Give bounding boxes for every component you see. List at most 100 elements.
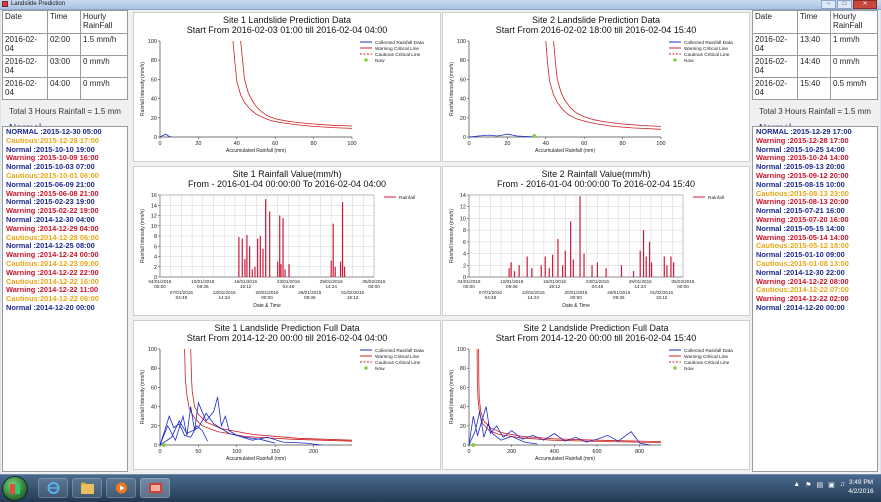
rainfall-bar [269, 211, 271, 277]
x-tick-label: 10/01/2016 [500, 279, 523, 284]
history-item[interactable]: Normal :2014-12-20 00:00 [756, 302, 845, 312]
site1-full-chart: 0 20 40 60 80 100 Rainfall Intensity (mm/h) 0 50… [140, 347, 424, 462]
y-tick-label: 20 [151, 116, 157, 122]
history-item[interactable]: NORMAL :2015-12-29 17:00 [756, 127, 852, 136]
taskbar-media-button[interactable] [106, 478, 136, 498]
x-tick-label: 20/01/2016 [565, 290, 588, 295]
taskbar-explorer-button[interactable] [72, 478, 102, 498]
legend-marker [673, 58, 677, 62]
legend-label: Warning Critical Line [684, 46, 728, 52]
history-item[interactable]: Normal :2015-10-10 19:00 [6, 144, 95, 154]
history-item[interactable]: Warning :2014-12-22 08:00 [756, 276, 849, 286]
history-item[interactable]: Cautious:2015-08-13 23:00 [756, 188, 849, 198]
network-icon[interactable]: ▤ [816, 482, 824, 489]
y-axis-label: Rainfall Intensity (mm/h) [140, 370, 146, 424]
rainfall-bar [508, 268, 510, 277]
y-tick-label: 12 [151, 214, 157, 220]
x-axis-label: Date & Time [562, 303, 590, 309]
x-tick-label: 20/01/2016 [256, 290, 279, 295]
history-item[interactable]: Cautious:2014-12-28 06:00 [6, 232, 99, 242]
history-item[interactable]: Normal :2015-02-23 19:00 [6, 197, 95, 207]
y-tick-label: 20 [460, 116, 466, 122]
rainfall-bar [544, 256, 546, 277]
history-item[interactable]: Warning :2014-12-22 02:00 [756, 294, 849, 304]
history-item[interactable]: Warning :2014-12-29 04:00 [6, 223, 99, 233]
history-item[interactable]: Warning :2014-12-22 11:00 [6, 285, 99, 295]
history-item[interactable]: Normal :2015-01-10 09:00 [756, 250, 845, 260]
y-tick-label: 8 [154, 234, 157, 240]
rainfall-bar [632, 271, 635, 277]
flag-icon[interactable]: ⚑ [805, 482, 812, 489]
history-item[interactable]: Cautious:2015-10-01 06:00 [6, 170, 99, 180]
history-item[interactable]: Normal :2014-12-30 22:00 [756, 267, 845, 277]
minimize-button[interactable]: − [821, 0, 836, 9]
history-item[interactable]: Normal :2014-12-25 08:00 [6, 241, 95, 251]
history-item[interactable]: Warning :2015-07-20 16:00 [756, 214, 849, 224]
history-item[interactable]: Normal :2014-12-30 04:00 [6, 214, 95, 224]
site2-total-rainfall: Total 3 Hours Rainfall = 1.5 mm [759, 107, 871, 116]
series-line [159, 133, 172, 138]
history-item[interactable]: Cautious:2014-12-22 16:00 [6, 276, 99, 286]
taskbar-landslide-button[interactable] [140, 478, 170, 498]
history-item[interactable]: Cautious:2014-12-22 07:00 [756, 285, 849, 295]
rainfall-bar [620, 265, 623, 277]
history-item[interactable]: Cautious:2014-12-23 09:00 [6, 258, 99, 268]
history-item[interactable]: Normal :2015-06-09 21:00 [6, 179, 95, 189]
x-tick-label: 04/01/2016 [149, 279, 172, 284]
x-tick-label: 100 [347, 141, 356, 147]
table-row: 2016-02-04 14:40 0 mm/h [752, 55, 878, 78]
history-item[interactable]: Warning :2015-06-08 21:00 [6, 188, 99, 198]
site1-rainfall-table: Date Time Hourly RainFall 2016-02-04 02:… [2, 10, 128, 100]
table-header-row: Date Time Hourly RainFall [752, 10, 878, 34]
history-item[interactable]: Warning :2015-10-24 14:00 [756, 153, 849, 163]
header-date: Date [752, 10, 798, 34]
site2-history-list[interactable]: NORMAL :2015-12-29 17:00 Warning :2015-12… [752, 126, 878, 472]
history-item[interactable]: Normal :2015-07-21 16:00 [756, 206, 845, 216]
history-item[interactable]: Cautious:2015-01-08 13:00 [756, 258, 849, 268]
history-item[interactable]: Normal :2014-12-20 00:00 [6, 302, 95, 312]
cell-date: 2016-02-04 [2, 33, 48, 56]
x-tick-label: 01/02/2016 [341, 290, 364, 295]
volume-icon[interactable]: ♫ [839, 481, 845, 488]
history-item[interactable]: Warning :2015-10-09 16:00 [6, 153, 99, 163]
history-item[interactable]: Cautious:2014-12-22 06:00 [6, 294, 99, 304]
history-item[interactable]: Warning :2015-05-14 14:00 [756, 232, 849, 242]
history-item[interactable]: NORMAL :2015-12-30 05:00 [6, 127, 102, 136]
cell-date: 2016-02-04 [752, 77, 798, 100]
cell-time: 15:40 [797, 77, 831, 100]
start-button[interactable] [2, 476, 28, 501]
history-item[interactable]: Cautious:2015-05-12 18:00 [756, 241, 849, 251]
y-axis-label: Rainfall Intensity (mm/h) [449, 62, 455, 116]
rainfall-bar [254, 266, 256, 277]
y-tick-label: 2 [154, 265, 157, 271]
history-item[interactable]: Warning :2014-12-24 00:00 [6, 250, 99, 260]
x-tick-label: 200 [309, 449, 318, 455]
rainfall-bar [526, 256, 528, 277]
legend-label: Now [375, 366, 385, 372]
site1-history-list[interactable]: NORMAL :2015-12-30 05:00 Cautious:2015-12… [2, 126, 128, 472]
history-item[interactable]: Warning :2014-12-22 22:00 [6, 267, 99, 277]
rainfall-bar [639, 250, 641, 277]
history-item[interactable]: Warning :2015-02-22 19:00 [6, 206, 99, 216]
history-item[interactable]: Warning :2015-12-28 17:00 [756, 135, 849, 145]
history-item[interactable]: Cautious:2015-12-28 17:00 [6, 135, 99, 145]
history-item[interactable]: Normal :2015-10-25 14:00 [756, 144, 845, 154]
history-item[interactable]: Normal :2015-05-15 14:00 [756, 223, 845, 233]
maximize-button[interactable]: □ [837, 0, 852, 9]
history-item[interactable]: Normal :2015-09-13 20:00 [756, 162, 845, 172]
rainfall-bar [666, 265, 668, 277]
y-axis-label: Rainfall Intensity (mm/h) [449, 209, 455, 263]
history-item[interactable]: Normal :2015-10-03 07:00 [6, 162, 95, 172]
history-item[interactable]: Warning :2015-09-12 20:00 [756, 170, 849, 180]
series-line [478, 348, 662, 442]
monitor-icon[interactable]: ▣ [828, 482, 835, 489]
x-tick-label: 04:48 [283, 284, 295, 289]
tray-arrow-icon[interactable]: ▲ [793, 481, 801, 488]
taskbar-ie-button[interactable] [38, 478, 68, 498]
history-item[interactable]: Warning :2015-08-13 20:00 [756, 197, 849, 207]
plot-frame [159, 194, 375, 278]
history-item[interactable]: Normal :2015-08-15 10:00 [756, 179, 845, 189]
taskbar-clock[interactable]: 3:49 PM 4/2/2016 [845, 478, 877, 496]
y-axis-label: Rainfall Intensity (mm/h) [140, 209, 146, 263]
close-button[interactable]: ✕ [853, 0, 877, 9]
